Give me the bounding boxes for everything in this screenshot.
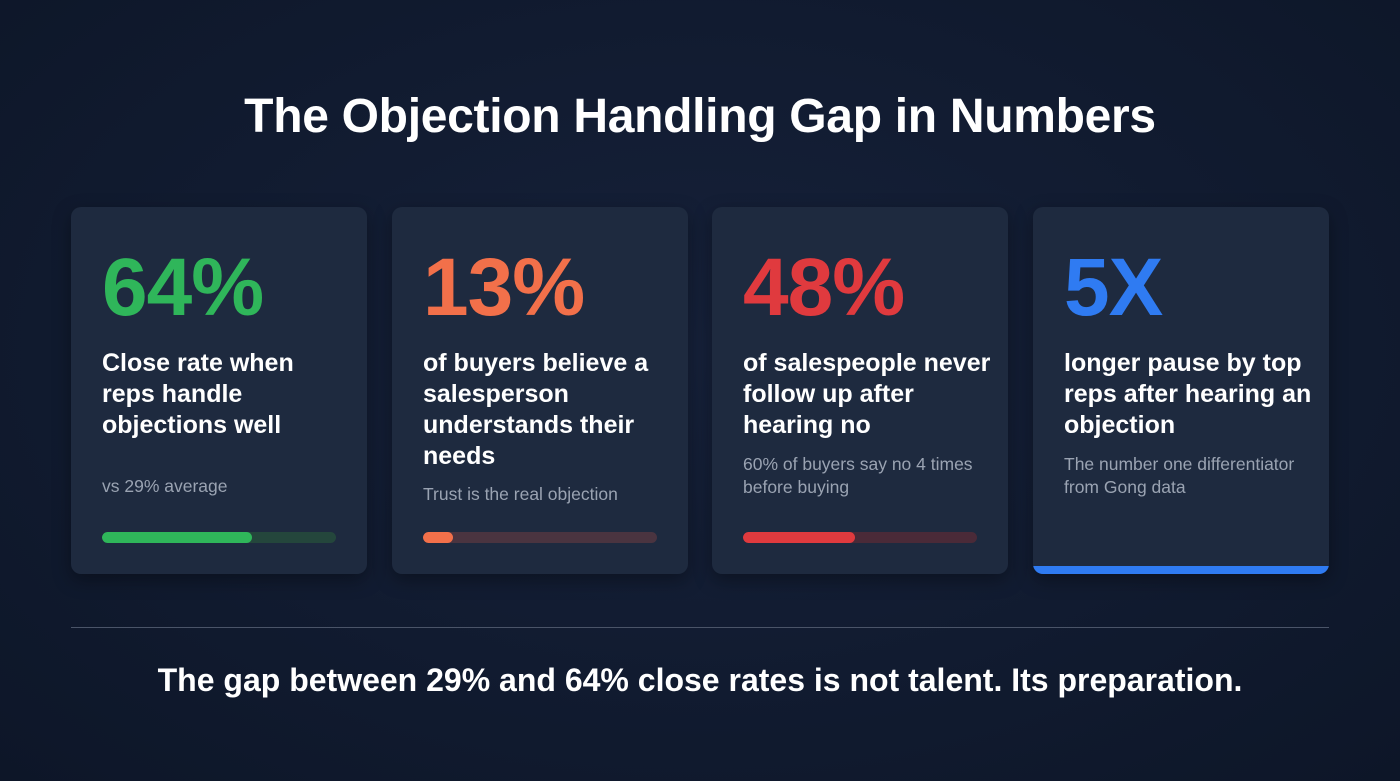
stat-subtext: Trust is the real objection (423, 484, 618, 504)
stat-value: 48% (743, 242, 905, 333)
divider (71, 627, 1329, 628)
stat-subtext: The number one differentiator from Gong … (1064, 454, 1295, 497)
stat-cards: 64% Close rate when reps handle objectio… (71, 207, 1329, 574)
progress-track (102, 532, 336, 543)
stat-heading: Close rate when reps handle objections w… (102, 349, 294, 439)
progress-fill (102, 532, 252, 543)
stat-card-pause: 5X longer pause by top reps after hearin… (1033, 207, 1329, 574)
stat-subtext: 60% of buyers say no 4 times before buyi… (743, 454, 973, 497)
stat-card-close-rate: 64% Close rate when reps handle objectio… (71, 207, 367, 574)
progress-fill (743, 532, 856, 543)
stat-value: 64% (102, 242, 264, 333)
footer-statement: The gap between 29% and 64% close rates … (157, 662, 1243, 698)
page-title: The Objection Handling Gap in Numbers (244, 90, 1156, 143)
progress-track (423, 532, 657, 543)
card-accent-bar (1033, 566, 1329, 574)
stat-heading: of buyers believe a salesperson understa… (423, 349, 649, 470)
stat-subtext: vs 29% average (102, 476, 228, 496)
stat-card-follow-up: 48% of salespeople never follow up after… (712, 207, 1008, 574)
stat-heading: longer pause by top reps after hearing a… (1064, 349, 1312, 439)
stat-value: 5X (1064, 242, 1163, 333)
stat-value: 13% (423, 242, 585, 333)
progress-fill (423, 532, 454, 543)
progress-track (743, 532, 977, 543)
stat-heading: of salespeople never follow up after hea… (743, 349, 991, 439)
stat-card-buyer-trust: 13% of buyers believe a salesperson unde… (392, 207, 688, 574)
